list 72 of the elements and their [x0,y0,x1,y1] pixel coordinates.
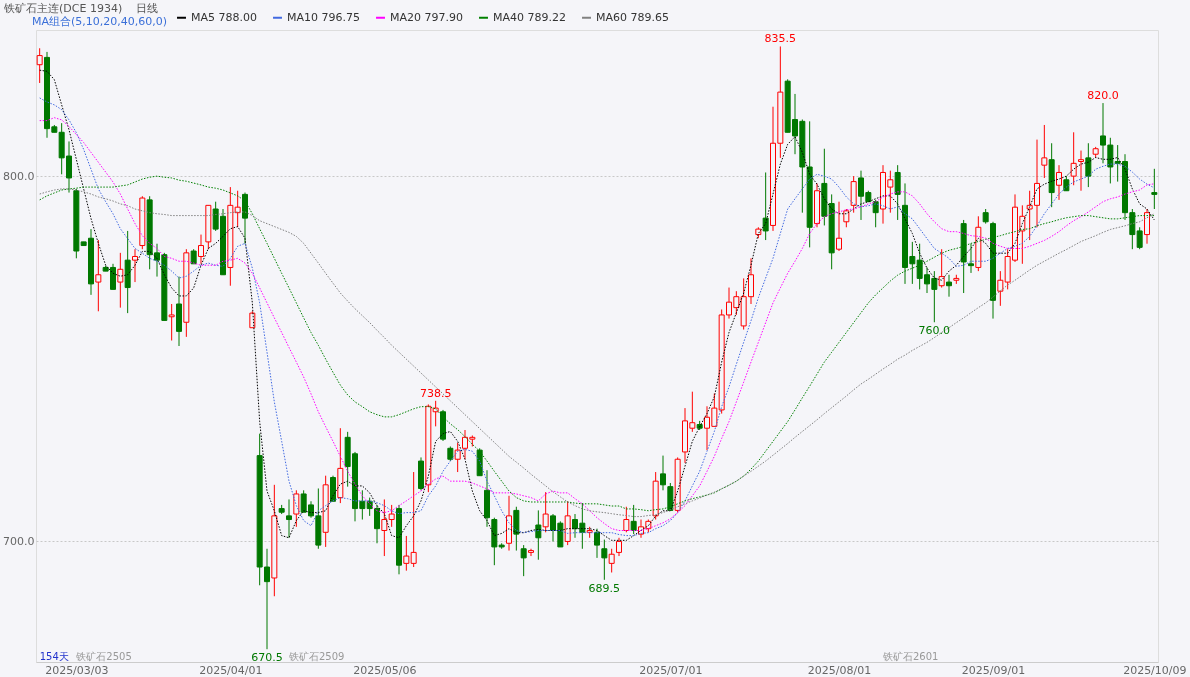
candlestick [836,201,842,252]
candlestick [432,400,439,427]
candlestick [1041,124,1048,179]
candlestick [843,208,850,228]
text: MA组合(5,10,20,40,60,0) [32,14,168,29]
candlestick [968,243,974,274]
candlestick [198,234,204,265]
candlestick [1056,164,1062,201]
y-tick-label: 800.0 [3,169,35,183]
candlestick [293,489,300,528]
candlestick [513,506,520,552]
candlestick [660,455,666,491]
annotation: 670.5 [251,651,283,665]
annotation: 820.0 [1087,89,1119,103]
annotation: 154天 [39,651,69,662]
candlestick [762,171,769,241]
annotation: 835.5 [764,32,797,46]
candlestick [117,252,124,309]
annotation: 689.5 [588,581,621,595]
chart-subtitle: 日线 [136,2,159,15]
candlestick [1085,142,1092,188]
x-tick-label: 2025/04/01 [199,663,263,677]
candlestick [1151,168,1158,210]
candlestick [330,475,336,502]
candlestick [286,498,292,539]
candlestick [1078,150,1084,192]
candlestick [520,544,527,577]
x-tick-label: 2025/03/03 [45,663,109,677]
candlestick [388,504,395,528]
candlestick [946,274,952,298]
x-tick-label: 2025/07/01 [639,663,703,677]
candlestick [168,303,175,342]
candlestick [132,248,138,283]
candlestick [381,498,388,557]
candlestick [894,164,901,221]
candlestick [1136,226,1143,250]
candlestick [594,528,600,559]
legend-label: MA40 789.22 [493,10,566,24]
candlestick [95,239,102,312]
candlestick [528,548,534,557]
candlestick [938,248,945,289]
candlestick [542,491,549,533]
candlestick [616,537,622,557]
candlestick [454,442,461,473]
candlestick [623,506,630,533]
candlestick [1070,131,1077,186]
candlestick [374,504,380,544]
annotation: 738.5 [419,386,452,400]
x-tick-label: 2025/09/01 [961,663,1026,677]
annotation: 铁矿石2505 [75,651,132,662]
chart-title: 铁矿石主连(DCE 1934) [4,2,123,15]
y-tick-label: 700.0 [3,534,35,548]
legend-label: MA60 789.65 [596,10,669,24]
candlestick [535,509,542,561]
candlestick [850,175,857,214]
x-tick-label: 2025/08/01 [807,663,872,677]
candlestick [872,199,879,228]
candlestick [36,47,43,84]
annotation: 760.0 [918,324,951,338]
candlestick [608,548,615,573]
annotation: 铁矿石2509 [288,651,345,662]
annotation: 铁矿石2601 [882,651,939,662]
candlestick [410,471,417,568]
candlestick [403,535,410,572]
candlestick [601,539,608,581]
x-tick-label: 2025/05/06 [353,663,417,677]
legend-label: MA10 796.75 [287,10,360,24]
candlestick [1144,208,1150,245]
candlestick [997,270,1004,307]
legend-label: MA5 788.00 [191,10,257,24]
legend-label: MA20 797.90 [390,10,463,24]
x-tick-label: 2025/10/09 [1123,663,1187,677]
